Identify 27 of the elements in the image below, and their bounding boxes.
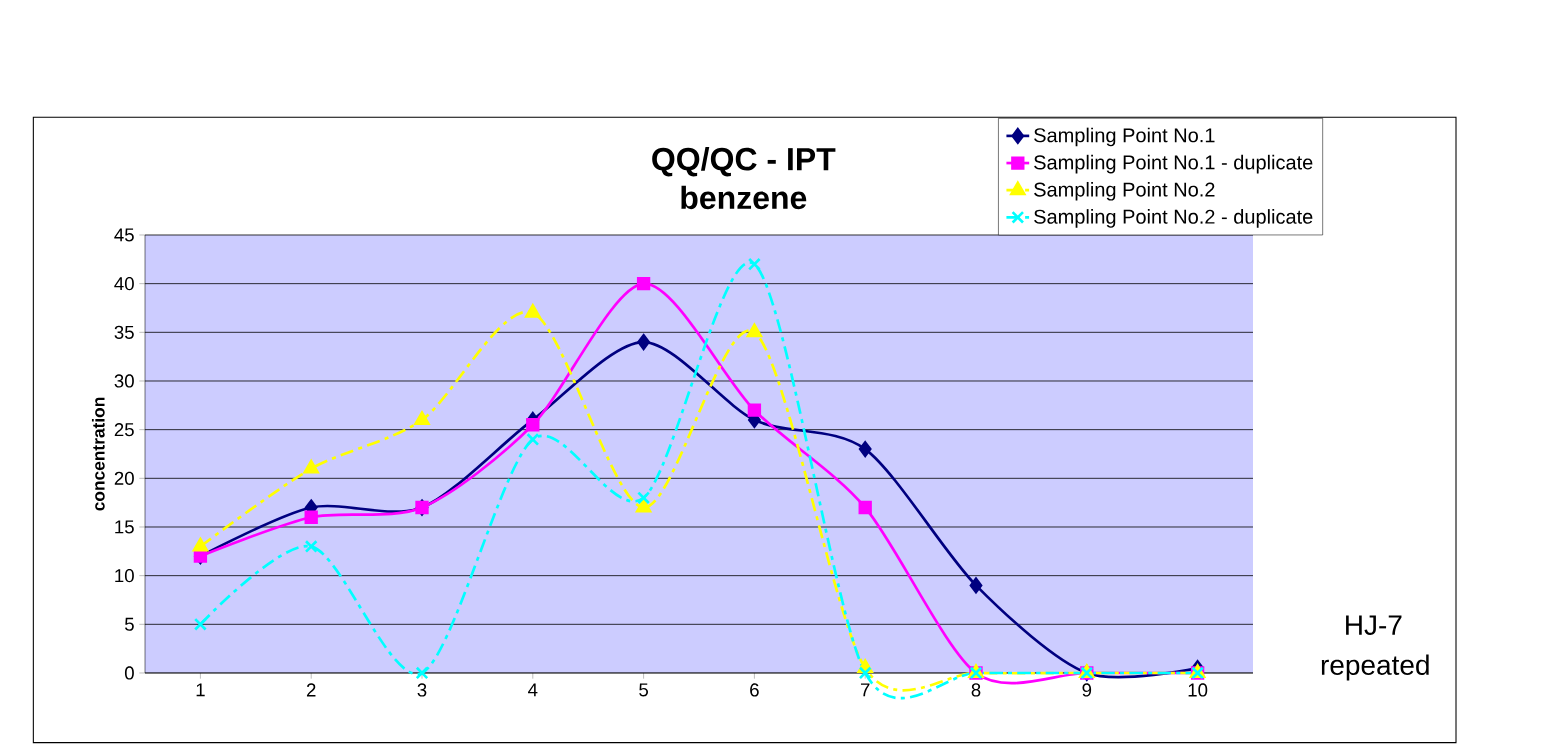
x-tick-label: 7 [860,683,870,697]
y-tick-label: 25 [114,423,134,437]
x-tick-label: 3 [417,683,427,697]
y-tick-label: 5 [124,617,134,631]
y-tick-label: 15 [115,520,134,534]
legend-label: Sampling Point No.1 [1034,127,1215,147]
x-tick-label: 2 [306,683,316,697]
y-tick-label: 35 [114,325,134,339]
chart-title: QQ/QC - IPT benzene [652,146,836,210]
x-tick-label: 1 [196,683,205,697]
y-tick-label: 45 [114,228,134,242]
y-axis-title: concentration [91,397,105,511]
x-tick-label: 6 [750,683,759,697]
x-tick-label: 8 [971,683,981,697]
x-tick-label: 10 [1188,683,1208,697]
y-tick-label: 20 [114,471,134,485]
legend-label: Sampling Point No.2 [1034,181,1215,201]
y-tick-label: 0 [124,666,134,680]
y-tick-label: 30 [114,374,134,388]
x-tick-label: 4 [528,683,538,697]
text: HJ-7 repeated [1321,615,1429,681]
x-tick-label: 5 [639,683,649,697]
x-tick-label: 9 [1082,683,1092,697]
legend-label: Sampling Point No.1 - duplicate [1034,154,1313,174]
y-tick-label: 10 [115,569,134,583]
legend-label: Sampling Point No.2 - duplicate [1034,209,1313,228]
y-tick-label: 40 [114,277,134,291]
